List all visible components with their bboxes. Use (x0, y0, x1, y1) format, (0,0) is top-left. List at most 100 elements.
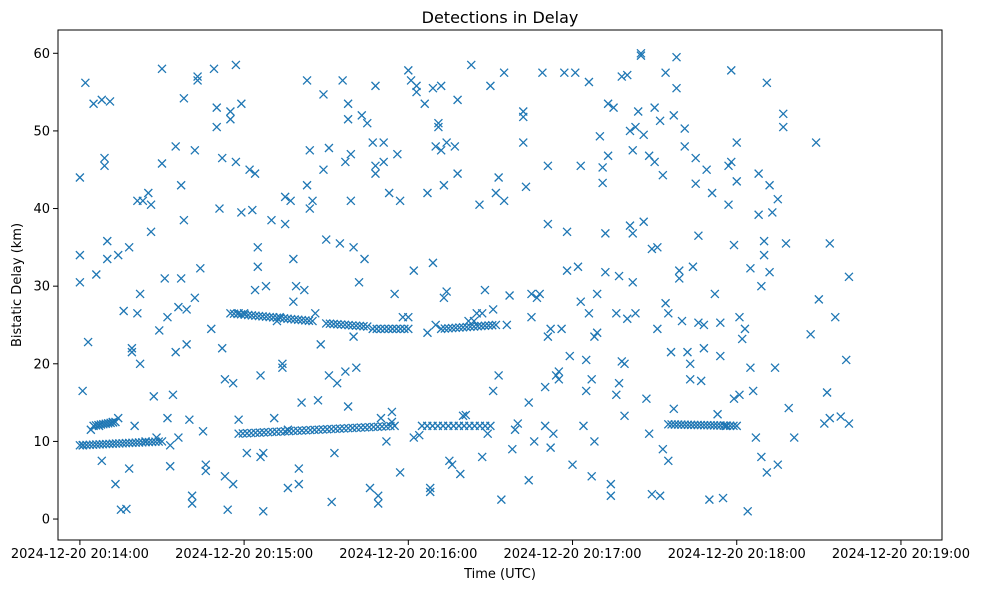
data-point-marker (215, 204, 224, 213)
data-point-marker (409, 433, 419, 442)
data-point-marker (78, 440, 88, 450)
data-point-marker (737, 334, 747, 344)
data-point-marker (524, 398, 534, 408)
data-point-marker (589, 332, 599, 342)
x-tick-label: 2024-12-20 20:16:00 (339, 547, 477, 562)
data-point-marker (568, 460, 577, 470)
data-point-marker (388, 324, 397, 334)
data-point-marker (412, 87, 421, 97)
data-point-marker (453, 95, 463, 105)
data-point-marker (485, 421, 495, 431)
data-point-marker (286, 314, 296, 324)
data-point-marker (724, 161, 733, 171)
data-point-marker (611, 390, 621, 400)
data-point-marker (696, 420, 706, 430)
data-point-marker (431, 320, 441, 330)
data-point-marker (765, 267, 775, 277)
data-point-marker (636, 48, 646, 58)
data-point-marker (620, 359, 629, 369)
data-point-marker (119, 306, 129, 316)
data-point-marker (297, 398, 307, 408)
data-point-marker (622, 70, 632, 80)
data-point-marker (124, 464, 134, 474)
data-point-marker (268, 312, 278, 322)
data-point-marker (310, 308, 320, 318)
data-point-marker (436, 81, 446, 91)
data-point-marker (195, 263, 205, 273)
data-point-marker (732, 138, 742, 148)
data-point-marker (338, 75, 348, 85)
data-point-marker (658, 444, 668, 454)
data-point-marker (380, 324, 390, 334)
data-point-marker (234, 415, 244, 425)
data-point-marker (685, 359, 695, 369)
data-point-marker (272, 313, 282, 323)
data-point-marker (325, 319, 335, 329)
data-point-marker (554, 367, 564, 377)
data-point-marker (321, 235, 331, 245)
data-point-marker (127, 343, 137, 353)
data-point-marker (409, 266, 419, 276)
data-point-marker (231, 60, 241, 70)
data-point-marker (138, 196, 148, 206)
data-point-marker (182, 304, 192, 314)
data-point-marker (293, 315, 303, 325)
data-point-marker (165, 440, 175, 450)
data-point-marker (111, 417, 120, 427)
data-point-marker (98, 439, 108, 449)
data-point-marker (655, 491, 665, 501)
data-point-marker (121, 438, 131, 448)
data-point-marker (661, 68, 671, 78)
x-tick-label: 2024-12-20 20:19:00 (832, 547, 970, 562)
x-axis-label: Time (UTC) (463, 567, 536, 582)
data-point-marker (712, 420, 722, 430)
data-point-marker (562, 266, 572, 276)
data-point-marker (247, 310, 257, 320)
data-point-marker (360, 254, 369, 264)
data-point-marker (844, 419, 854, 429)
data-point-marker (477, 452, 487, 462)
data-point-marker (403, 312, 413, 322)
data-point-marker (454, 323, 464, 333)
data-point-marker (302, 180, 312, 190)
data-point-marker (371, 161, 380, 171)
data-point-marker (543, 332, 553, 342)
data-point-marker (146, 227, 156, 237)
data-point-marker (395, 468, 405, 477)
data-point-marker (814, 294, 824, 304)
data-point-marker (294, 479, 304, 489)
data-point-marker (527, 312, 536, 322)
data-point-marker (75, 173, 85, 182)
data-point-marker (340, 367, 350, 377)
data-point-marker (371, 169, 380, 179)
data-point-marker (134, 438, 144, 447)
data-point-marker (102, 254, 112, 264)
data-point-marker (722, 421, 732, 431)
data-point-marker (557, 324, 567, 334)
data-point-marker (628, 228, 638, 238)
data-point-marker (745, 363, 755, 373)
data-point-marker (346, 196, 356, 206)
data-point-marker (706, 420, 716, 430)
data-point-marker (305, 145, 315, 155)
data-point-marker (666, 347, 676, 357)
data-point-marker (201, 466, 211, 476)
data-point-marker (611, 308, 621, 318)
data-point-marker (625, 126, 635, 136)
data-point-marker (88, 440, 98, 450)
data-point-marker (726, 157, 736, 167)
data-point-marker (496, 495, 506, 505)
data-point-marker (308, 196, 317, 206)
data-point-marker (283, 483, 293, 493)
data-point-marker (606, 491, 616, 501)
data-point-marker (458, 322, 468, 332)
data-point-marker (340, 157, 350, 167)
data-point-marker (576, 297, 586, 307)
data-point-marker (324, 143, 334, 153)
data-point-marker (253, 262, 263, 272)
data-point-marker (822, 388, 832, 397)
data-point-marker (220, 471, 230, 481)
data-point-marker (297, 315, 307, 325)
data-point-marker (576, 161, 586, 171)
data-point-marker (620, 411, 629, 421)
